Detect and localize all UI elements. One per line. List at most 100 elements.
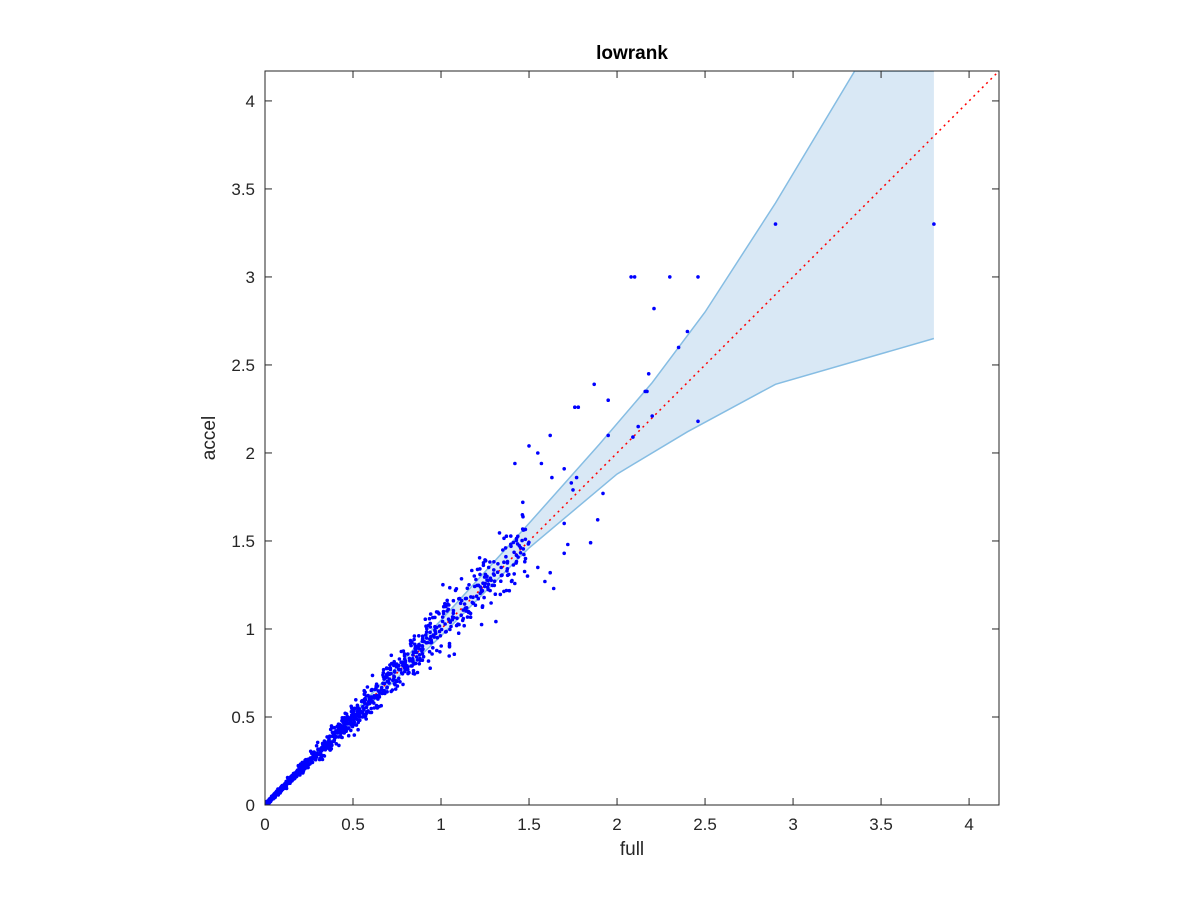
- scatter-point: [371, 695, 376, 700]
- y-tick-label: 4: [246, 92, 255, 111]
- scatter-point: [397, 657, 402, 661]
- scatter-point: [349, 723, 354, 727]
- scatter-point: [510, 578, 514, 583]
- scatter-point: [483, 559, 488, 563]
- y-tick-label: 3: [246, 268, 255, 287]
- scatter-point: [352, 720, 357, 725]
- scatter-point: [550, 475, 554, 480]
- scatter-point: [414, 655, 419, 659]
- scatter-point: [374, 682, 379, 686]
- scatter-point: [470, 568, 474, 573]
- scatter-point: [455, 616, 459, 620]
- x-tick-label: 0: [260, 815, 269, 834]
- scatter-point: [443, 601, 447, 606]
- scatter-point: [334, 742, 339, 746]
- scatter-point: [523, 537, 528, 542]
- scatter-point: [483, 581, 488, 586]
- scatter-point: [390, 688, 395, 692]
- scatter-point: [475, 567, 480, 572]
- scatter-point: [515, 542, 520, 546]
- scatter-point: [503, 546, 508, 550]
- scatter-point: [344, 712, 349, 716]
- scatter-point: [496, 562, 500, 566]
- scatter-point: [324, 745, 329, 750]
- scatter-point: [358, 718, 362, 723]
- scatter-point: [384, 675, 388, 680]
- scatter-point: [337, 731, 342, 735]
- scatter-point: [365, 685, 370, 689]
- scatter-point: [373, 687, 377, 692]
- scatter-point: [402, 660, 407, 665]
- scatter-point: [440, 615, 445, 619]
- scatter-point: [448, 585, 452, 590]
- scatter-point: [417, 642, 421, 647]
- scatter-point: [527, 540, 531, 545]
- scatter-point: [330, 730, 335, 735]
- scatter-point: [441, 582, 445, 587]
- scatter-point: [340, 728, 344, 733]
- scatter-point: [505, 573, 510, 578]
- scatter-point: [389, 653, 394, 658]
- scatter-point: [459, 613, 464, 617]
- scatter-point: [412, 637, 416, 642]
- scatter-point: [399, 671, 404, 675]
- scatter-point: [574, 475, 579, 480]
- scatter-point: [395, 684, 400, 688]
- scatter-point: [347, 716, 352, 721]
- scatter-point: [412, 634, 417, 638]
- scatter-point: [696, 275, 700, 279]
- scatter-point: [499, 579, 503, 583]
- scatter-point: [362, 701, 367, 705]
- scatter-point: [427, 649, 432, 654]
- scatter-point: [445, 598, 450, 603]
- scatter-point: [595, 518, 600, 522]
- scatter-point: [400, 663, 405, 668]
- scatter-point: [448, 620, 453, 625]
- scatter-point: [476, 596, 481, 601]
- scatter-point: [773, 222, 778, 226]
- scatter-point: [562, 467, 566, 471]
- scatter-point: [330, 740, 334, 744]
- scatter-point: [514, 559, 519, 564]
- scatter-point: [429, 638, 434, 642]
- scatter-point: [428, 625, 433, 629]
- scatter-point: [494, 619, 498, 624]
- scatter-point: [332, 733, 337, 738]
- scatter-point: [431, 646, 435, 650]
- scatter-point: [377, 690, 382, 695]
- scatter-point: [606, 433, 610, 438]
- scatter-point: [284, 779, 289, 784]
- scatter-point: [444, 629, 449, 634]
- scatter-point: [391, 677, 396, 682]
- x-tick-label: 0.5: [341, 815, 365, 834]
- scatter-point: [447, 641, 452, 646]
- scatter-point: [441, 611, 446, 616]
- scatter-point: [456, 631, 461, 635]
- scatter-point: [468, 615, 473, 619]
- scatter-point: [471, 595, 475, 600]
- scatter-point: [402, 654, 407, 658]
- scatter-point: [495, 570, 500, 574]
- scatter-point: [527, 444, 531, 448]
- scatter-point: [505, 567, 510, 571]
- scatter-point: [482, 584, 487, 589]
- scatter-point: [329, 724, 334, 728]
- scatter-point: [417, 653, 422, 657]
- scatter-point: [381, 667, 386, 672]
- scatter-point: [411, 650, 416, 654]
- scatter-point: [427, 616, 432, 621]
- scatter-point: [433, 628, 437, 632]
- scatter-point: [592, 382, 596, 387]
- scatter-point: [438, 634, 443, 638]
- scatter-point: [478, 572, 482, 577]
- scatter-point: [485, 574, 489, 579]
- scatter-point: [465, 615, 470, 619]
- x-axis-label: full: [620, 839, 644, 860]
- scatter-point: [521, 500, 525, 505]
- scatter-point: [383, 691, 387, 696]
- scatter-point: [467, 583, 471, 587]
- scatter-point: [437, 611, 441, 616]
- scatter-point: [387, 672, 392, 677]
- scatter-point: [512, 550, 516, 555]
- scatter-point: [489, 578, 494, 583]
